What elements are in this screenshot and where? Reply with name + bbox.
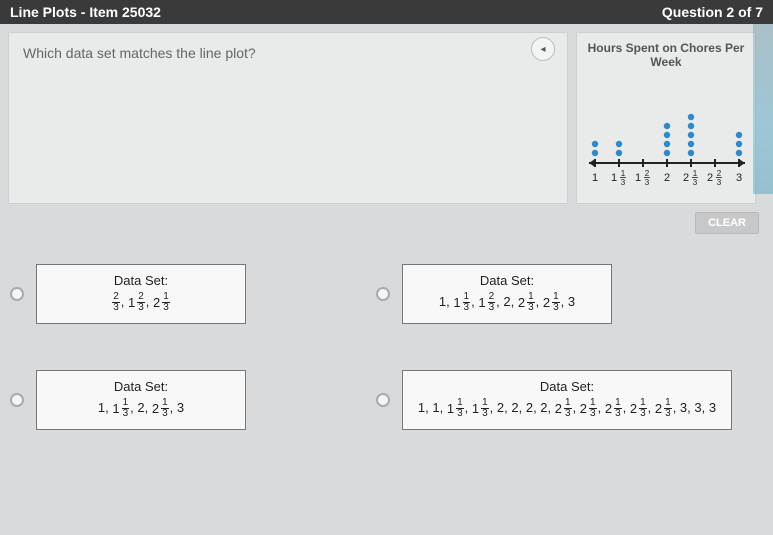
- answer-option-a[interactable]: Data Set: 23, 123, 213: [10, 264, 246, 324]
- answer-box-b: Data Set: 1, 113, 123, 2, 213, 213, 3: [402, 264, 612, 324]
- data-set-value-d: 1, 1, 113, 113, 2, 2, 2, 2, 213, 213, 21…: [418, 400, 716, 415]
- answer-box-c: Data Set: 1, 113, 2, 213, 3: [36, 370, 246, 430]
- header-progress: Question 2 of 7: [662, 4, 763, 20]
- data-set-value-b: 1, 113, 123, 2, 213, 213, 3: [439, 294, 575, 309]
- right-edge-decor: [753, 24, 773, 194]
- svg-text:3: 3: [717, 178, 722, 187]
- question-panel: Which data set matches the line plot? ◂: [8, 32, 568, 204]
- page-header: Line Plots - Item 25032 Question 2 of 7: [0, 0, 773, 24]
- svg-text:2: 2: [717, 169, 722, 178]
- svg-text:1: 1: [635, 172, 641, 184]
- svg-text:1: 1: [592, 172, 598, 184]
- answer-option-c[interactable]: Data Set: 1, 113, 2, 213, 3: [10, 370, 246, 430]
- svg-text:2: 2: [707, 172, 713, 184]
- data-set-label: Data Set:: [51, 379, 231, 394]
- chart-title: Hours Spent on Chores Per Week: [583, 41, 749, 69]
- answer-option-b[interactable]: Data Set: 1, 113, 123, 2, 213, 213, 3: [376, 264, 612, 324]
- radio-d[interactable]: [376, 393, 390, 407]
- svg-text:2: 2: [645, 169, 650, 178]
- svg-text:1: 1: [621, 169, 626, 178]
- data-set-label: Data Set:: [417, 273, 597, 288]
- data-set-value-a: 23, 123, 213: [111, 294, 171, 309]
- data-set-label: Data Set:: [417, 379, 717, 394]
- svg-text:3: 3: [693, 178, 698, 187]
- svg-text:1: 1: [693, 169, 698, 178]
- audio-play-button[interactable]: ◂: [531, 37, 555, 61]
- header-title: Line Plots - Item 25032: [10, 4, 161, 20]
- svg-text:3: 3: [621, 178, 626, 187]
- svg-text:1: 1: [611, 172, 617, 184]
- answer-box-a: Data Set: 23, 123, 213: [36, 264, 246, 324]
- radio-a[interactable]: [10, 287, 24, 301]
- data-set-value-c: 1, 113, 2, 213, 3: [98, 400, 184, 415]
- speaker-icon: ◂: [540, 44, 545, 55]
- line-plot-chart: 111312322132233: [583, 75, 749, 203]
- svg-text:2: 2: [664, 172, 670, 184]
- svg-text:3: 3: [736, 172, 742, 184]
- answer-grid: Data Set: 23, 123, 213 Data Set: 1, 113,…: [0, 234, 773, 430]
- svg-text:2: 2: [683, 172, 689, 184]
- question-prompt: Which data set matches the line plot?: [23, 45, 256, 61]
- radio-c[interactable]: [10, 393, 24, 407]
- answer-option-d[interactable]: Data Set: 1, 1, 113, 113, 2, 2, 2, 2, 21…: [376, 370, 732, 430]
- data-set-label: Data Set:: [51, 273, 231, 288]
- svg-text:3: 3: [645, 178, 650, 187]
- answer-box-d: Data Set: 1, 1, 113, 113, 2, 2, 2, 2, 21…: [402, 370, 732, 430]
- line-plot-panel: Hours Spent on Chores Per Week 111312322…: [576, 32, 756, 204]
- clear-button[interactable]: CLEAR: [695, 212, 759, 234]
- radio-b[interactable]: [376, 287, 390, 301]
